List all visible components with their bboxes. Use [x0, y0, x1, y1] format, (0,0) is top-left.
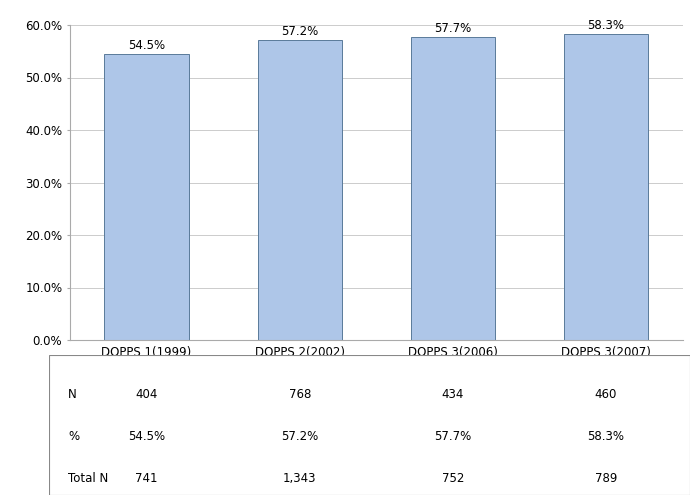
Text: %: % [68, 430, 79, 442]
Text: 57.2%: 57.2% [281, 24, 318, 38]
Text: 1,343: 1,343 [283, 472, 316, 484]
Text: 789: 789 [595, 472, 617, 484]
Text: 404: 404 [135, 388, 158, 400]
Text: 58.3%: 58.3% [587, 430, 624, 442]
Text: 768: 768 [288, 388, 311, 400]
Text: 57.2%: 57.2% [281, 430, 318, 442]
Bar [564, 34, 648, 340]
Bar [411, 37, 495, 340]
Text: 752: 752 [442, 472, 464, 484]
Text: 434: 434 [442, 388, 464, 400]
Text: 57.7%: 57.7% [434, 430, 471, 442]
Text: 54.5%: 54.5% [128, 39, 165, 52]
Text: 460: 460 [595, 388, 617, 400]
Bar [104, 54, 189, 340]
Text: 57.7%: 57.7% [434, 22, 471, 35]
Text: 741: 741 [135, 472, 158, 484]
Text: 58.3%: 58.3% [587, 19, 624, 32]
Text: N: N [68, 388, 77, 400]
FancyBboxPatch shape [49, 355, 690, 495]
Bar [258, 40, 342, 340]
Text: 54.5%: 54.5% [128, 430, 165, 442]
Text: Total N: Total N [68, 472, 108, 484]
